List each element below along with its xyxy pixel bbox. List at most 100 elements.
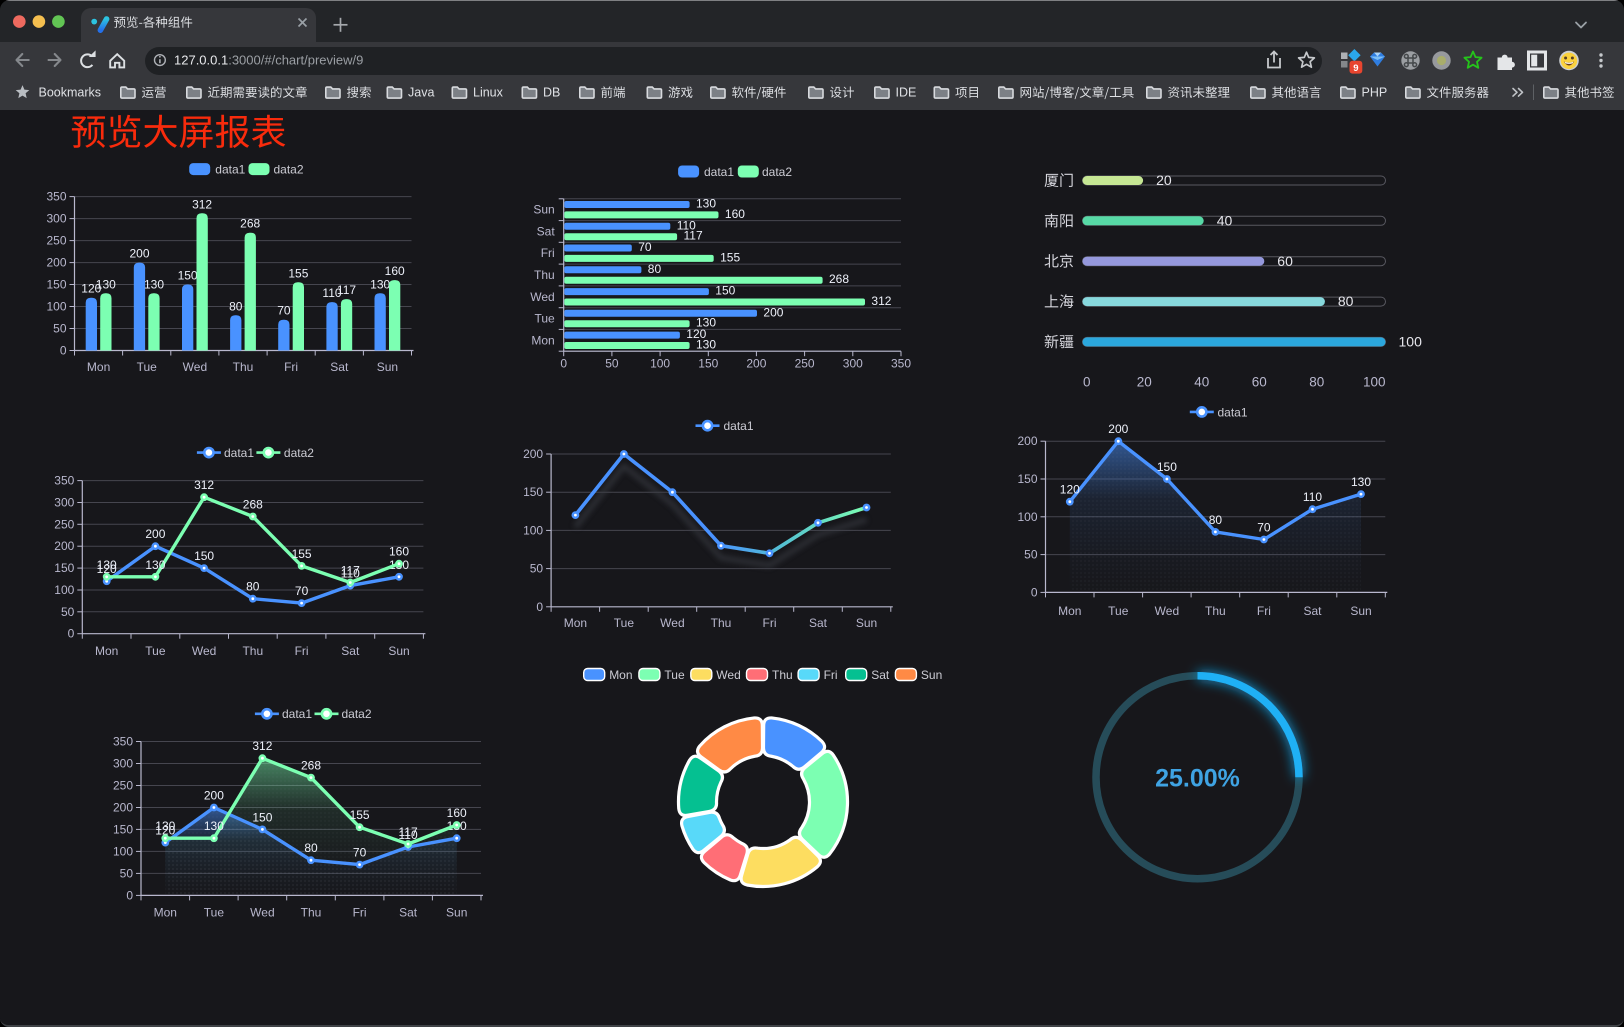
svg-text:70: 70: [353, 846, 367, 860]
svg-text:Fri: Fri: [763, 616, 777, 630]
svg-text:Tue: Tue: [614, 616, 635, 630]
svg-text:data1: data1: [1218, 405, 1248, 419]
svg-text:250: 250: [113, 779, 133, 793]
svg-text:100: 100: [54, 583, 74, 597]
svg-text:Wed: Wed: [660, 616, 684, 630]
svg-text:Tue: Tue: [145, 644, 166, 658]
svg-text:data2: data2: [274, 163, 304, 177]
svg-text:80: 80: [1338, 293, 1354, 309]
svg-text:150: 150: [113, 822, 133, 836]
svg-text:312: 312: [194, 478, 214, 492]
svg-text:200: 200: [1017, 434, 1037, 448]
svg-text:50: 50: [53, 322, 67, 336]
svg-text:200: 200: [746, 357, 766, 371]
svg-text:50: 50: [1024, 548, 1038, 562]
svg-text:150: 150: [178, 269, 198, 283]
svg-text:150: 150: [523, 485, 543, 499]
svg-text:160: 160: [389, 545, 409, 559]
svg-text:20: 20: [1137, 374, 1152, 389]
svg-text:200: 200: [113, 801, 133, 815]
svg-text:120: 120: [1060, 483, 1080, 497]
svg-text:Fri: Fri: [824, 668, 838, 682]
svg-text:312: 312: [252, 739, 272, 753]
svg-text:70: 70: [638, 240, 652, 254]
svg-text:80: 80: [1309, 374, 1324, 389]
svg-text:Sun: Sun: [388, 644, 409, 658]
svg-text:data1: data1: [215, 163, 245, 177]
svg-text:200: 200: [46, 256, 66, 270]
svg-text:100: 100: [523, 523, 543, 537]
svg-text:160: 160: [385, 264, 405, 278]
svg-text:Tue: Tue: [204, 905, 225, 919]
svg-text:Sun: Sun: [446, 905, 467, 919]
svg-text:150: 150: [54, 561, 74, 575]
svg-text:Sat: Sat: [399, 905, 418, 919]
svg-text:Tue: Tue: [1108, 604, 1129, 618]
svg-text:130: 130: [204, 819, 224, 833]
svg-text:200: 200: [54, 539, 74, 553]
svg-text:data1: data1: [704, 165, 734, 179]
svg-text:150: 150: [194, 549, 214, 563]
svg-text:0: 0: [60, 344, 67, 358]
svg-text:PHP: PHP: [1362, 86, 1388, 100]
svg-text:200: 200: [763, 305, 783, 319]
svg-text:155: 155: [350, 808, 370, 822]
svg-text:100: 100: [1399, 334, 1423, 350]
svg-text:60: 60: [1277, 253, 1293, 269]
svg-text:130: 130: [144, 277, 164, 291]
svg-text:50: 50: [61, 605, 75, 619]
svg-text:Sun: Sun: [533, 203, 554, 217]
svg-text:155: 155: [720, 250, 740, 264]
svg-text:150: 150: [1017, 472, 1037, 486]
svg-text:250: 250: [795, 357, 815, 371]
svg-text:60: 60: [1252, 374, 1267, 389]
svg-text:250: 250: [46, 234, 66, 248]
svg-text:150: 150: [46, 278, 66, 292]
svg-text:Linux: Linux: [473, 86, 504, 100]
svg-text:Wed: Wed: [250, 905, 274, 919]
svg-text:0: 0: [68, 627, 75, 641]
svg-text:150: 150: [715, 284, 735, 298]
svg-text:110: 110: [341, 567, 360, 581]
svg-text:Mon: Mon: [87, 360, 110, 374]
svg-text:0: 0: [560, 357, 567, 371]
svg-text:70: 70: [1257, 521, 1271, 535]
svg-text:200: 200: [129, 247, 149, 261]
svg-text:50: 50: [120, 866, 134, 880]
svg-text:Tue: Tue: [664, 668, 685, 682]
svg-text:50: 50: [530, 562, 544, 576]
svg-text:100: 100: [1363, 374, 1386, 389]
svg-text:312: 312: [192, 197, 212, 211]
svg-text:Java: Java: [408, 86, 434, 100]
svg-text:Fri: Fri: [1257, 604, 1271, 618]
svg-text:Thu: Thu: [772, 668, 793, 682]
svg-text:Sat: Sat: [871, 668, 890, 682]
svg-text:DB: DB: [543, 86, 560, 100]
svg-text:350: 350: [46, 190, 66, 204]
svg-text:80: 80: [1209, 513, 1223, 527]
svg-text:127.0.0.1:3000/#/chart/preview: 127.0.0.1:3000/#/chart/preview/9: [174, 53, 363, 68]
svg-text:80: 80: [304, 841, 318, 855]
svg-text:40: 40: [1217, 213, 1233, 229]
svg-text:data1: data1: [282, 707, 312, 721]
svg-text:130: 130: [145, 558, 165, 572]
svg-text:120: 120: [155, 824, 175, 838]
svg-text:Mon: Mon: [95, 644, 118, 658]
svg-text:130: 130: [97, 558, 117, 572]
svg-text:200: 200: [204, 789, 224, 803]
svg-text:312: 312: [871, 294, 891, 308]
svg-text:Tue: Tue: [137, 360, 158, 374]
svg-text:20: 20: [1156, 172, 1172, 188]
svg-text:Wed: Wed: [530, 290, 554, 304]
svg-text:Sat: Sat: [330, 360, 349, 374]
svg-text:Wed: Wed: [183, 360, 207, 374]
svg-text:117: 117: [399, 825, 418, 839]
svg-text:160: 160: [725, 207, 745, 221]
svg-text:160: 160: [447, 806, 467, 820]
svg-text:130: 130: [1351, 475, 1371, 489]
svg-text:150: 150: [698, 357, 718, 371]
svg-text:IDE: IDE: [896, 86, 917, 100]
svg-text:130: 130: [155, 819, 175, 833]
svg-text:120: 120: [81, 282, 101, 296]
svg-text:268: 268: [240, 217, 260, 231]
